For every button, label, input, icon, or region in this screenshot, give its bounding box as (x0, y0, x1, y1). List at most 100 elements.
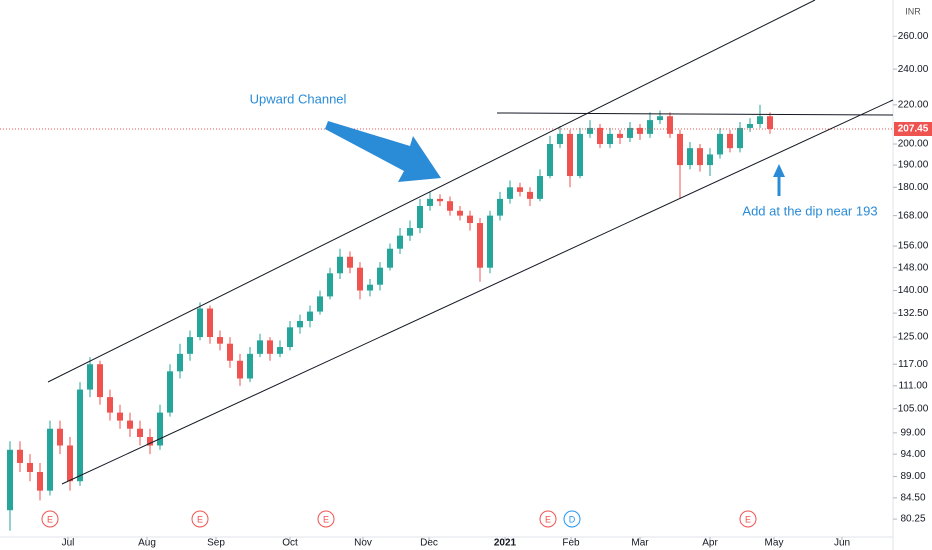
x-tick-label: Nov (354, 538, 372, 549)
candle-body (397, 235, 403, 249)
x-tick-label: Aug (138, 538, 156, 549)
candle-body (327, 273, 333, 297)
candle-body (227, 343, 233, 361)
candle-body (417, 205, 423, 229)
event-marker (739, 510, 757, 528)
channel-top (47, 0, 816, 383)
event-label: E (545, 514, 551, 524)
candle-body (567, 133, 573, 177)
candle-body (317, 296, 323, 312)
candle-body (627, 127, 633, 138)
candle-body (537, 176, 543, 199)
candle-body (657, 116, 663, 121)
last-price-label: 207.45 (898, 124, 929, 135)
y-tick-label: 168.00 (898, 210, 929, 221)
candle-body (207, 308, 213, 338)
candle-body (57, 428, 63, 446)
candle-body (677, 133, 683, 166)
candle-body (477, 223, 483, 268)
y-tick-label: 240.00 (898, 64, 929, 75)
event-label: E (47, 514, 53, 524)
candle-body (667, 116, 673, 134)
candle-body (767, 116, 773, 130)
x-tick-label: Jul (62, 538, 75, 549)
event-label: E (745, 514, 751, 524)
currency: INR (905, 6, 921, 16)
candle-body (107, 397, 113, 413)
candle-body (577, 133, 583, 177)
candle-body (707, 154, 713, 166)
last-price-box (894, 122, 932, 137)
x-tick-label: 2021 (494, 538, 517, 549)
candle-body (157, 412, 163, 446)
candle-body (147, 437, 153, 446)
y-tick-label: 99.00 (900, 427, 925, 438)
candle-body (457, 210, 463, 216)
y-tick-label: 132.50 (898, 308, 929, 319)
candle-body (187, 337, 193, 354)
event-label: E (197, 514, 203, 524)
candle-body (127, 420, 133, 429)
y-tick-label: 190.00 (898, 160, 929, 171)
candle-body (697, 148, 703, 166)
event-marker (41, 510, 59, 528)
candle-body (357, 267, 363, 291)
candle-body (597, 127, 603, 145)
resistance-line (496, 112, 894, 116)
candle-body (387, 248, 393, 268)
candle-body (267, 340, 273, 354)
candle-body (297, 320, 303, 328)
candle-body (377, 267, 383, 285)
y-tick-label: 220.00 (898, 100, 929, 111)
y-tick-label: 260.00 (898, 31, 929, 42)
channel-bottom (61, 99, 894, 485)
x-tick-label: Oct (282, 538, 298, 549)
candle-body (367, 284, 373, 291)
event-label: E (323, 514, 329, 524)
candle-body (257, 340, 263, 354)
candle-body (647, 120, 653, 134)
candle-body (137, 428, 143, 438)
x-tick-label: Feb (562, 538, 580, 549)
x-tick-label: May (765, 538, 784, 549)
candle-body (47, 428, 53, 491)
candle-body (487, 215, 493, 268)
arrow-big (325, 121, 441, 182)
event-marker (317, 510, 335, 528)
candle-body (277, 347, 283, 354)
candle-body (497, 198, 503, 216)
candle-body (757, 116, 763, 124)
candle-body (617, 133, 623, 138)
candle-body (747, 123, 753, 128)
y-tick-label: 117.00 (898, 359, 928, 370)
event-label: D (569, 514, 576, 524)
candle-body (77, 389, 83, 482)
arrow-small-head (773, 164, 785, 177)
candle-body (27, 462, 33, 472)
candle-body (517, 187, 523, 192)
candle-body (337, 256, 343, 274)
candle-body (687, 148, 693, 166)
x-tick-label: Dec (420, 538, 438, 549)
candle-body (167, 371, 173, 413)
candle-body (247, 353, 253, 379)
y-tick-label: 140.00 (898, 285, 929, 296)
annotation: Add at the dip near 193 (742, 203, 877, 218)
candle-body (117, 412, 123, 421)
candle-body (637, 127, 643, 134)
annotation: Upward Channel (250, 91, 347, 106)
candle-body (737, 127, 743, 149)
x-tick-label: Sep (207, 538, 225, 549)
candle-body (527, 191, 533, 199)
candle-body (727, 133, 733, 149)
candle-body (307, 311, 313, 321)
candle-body (557, 133, 563, 145)
y-tick-label: 94.00 (900, 449, 925, 460)
y-tick-label: 156.00 (898, 241, 929, 252)
y-tick-label: 80.25 (900, 514, 925, 525)
candle-body (437, 198, 443, 202)
candle-body (17, 449, 23, 463)
candle-body (67, 445, 73, 482)
candle-body (217, 337, 223, 344)
